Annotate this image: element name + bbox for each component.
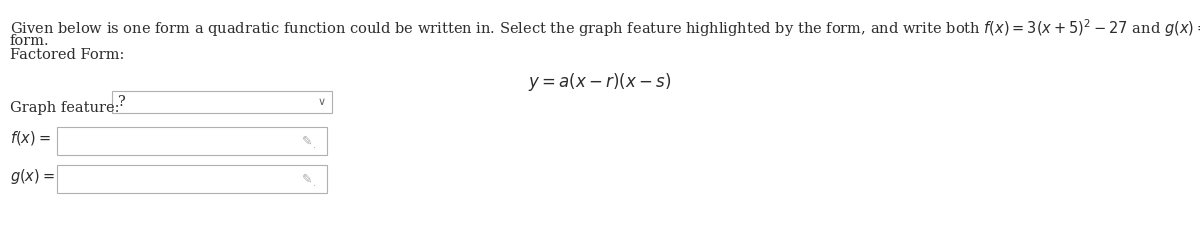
Text: $g(x) =$: $g(x) =$ [10,167,55,186]
Text: ✎: ✎ [301,173,312,185]
Text: $y = a(x - r)(x - s)$: $y = a(x - r)(x - s)$ [528,71,672,93]
Text: $f(x) =$: $f(x) =$ [10,129,50,147]
Text: ?: ? [118,95,125,109]
Text: .: . [312,140,316,150]
Bar [112,91,332,113]
Text: ∨: ∨ [318,97,326,107]
Bar [58,127,326,155]
Text: Given below is one form a quadratic function could be written in. Select the gra: Given below is one form a quadratic func… [10,17,1200,39]
Text: ✎: ✎ [301,135,312,147]
Text: Factored Form:: Factored Form: [10,48,125,62]
Text: form.: form. [10,34,49,48]
Text: .: . [312,178,316,188]
Text: Graph feature:: Graph feature: [10,101,120,115]
Bar [58,165,326,193]
